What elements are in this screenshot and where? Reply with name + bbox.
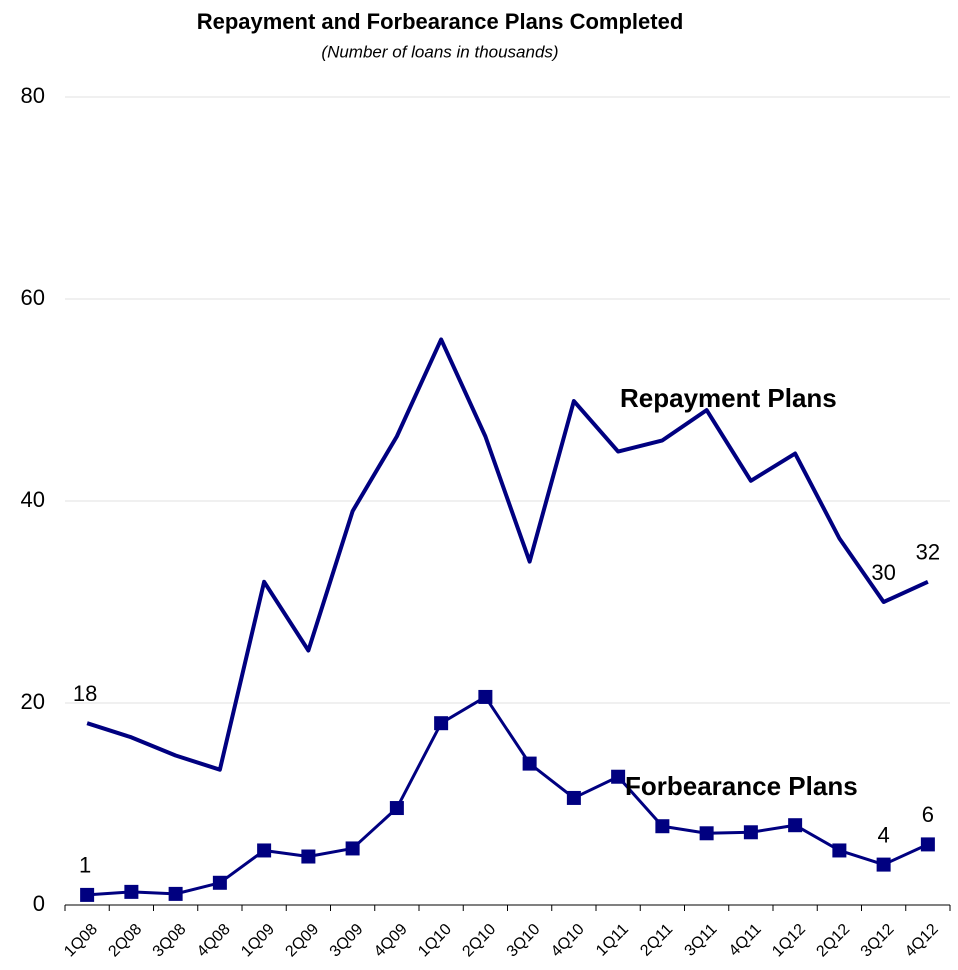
- marker: [478, 689, 493, 704]
- series-line: [87, 695, 929, 897]
- x-tick-label: 1Q12: [769, 921, 809, 961]
- marker: [257, 843, 272, 858]
- chart-subtitle: (Number of loans in thousands): [321, 42, 558, 61]
- y-tick-label: 40: [21, 487, 45, 512]
- data-label: 1: [79, 853, 91, 878]
- x-tick-label: 3Q10: [504, 921, 544, 961]
- x-tick-label: 3Q12: [858, 921, 898, 961]
- x-tick-label: 1Q11: [593, 921, 632, 960]
- x-tick-label: 2Q12: [813, 921, 853, 961]
- series-label: Repayment Plans: [620, 383, 837, 413]
- marker: [124, 884, 139, 899]
- y-tick-label: 0: [33, 891, 45, 916]
- marker: [699, 826, 714, 841]
- x-tick-label: 1Q08: [61, 921, 101, 961]
- series-line: [86, 337, 929, 772]
- marker: [301, 849, 316, 864]
- marker: [212, 875, 227, 890]
- x-tick-label: 2Q11: [637, 921, 676, 960]
- marker: [655, 819, 670, 834]
- marker: [611, 769, 626, 784]
- x-tick-label: 4Q10: [548, 921, 588, 961]
- x-tick-label: 4Q11: [726, 921, 765, 960]
- y-tick-label: 60: [21, 285, 45, 310]
- x-tick-label: 2Q09: [282, 921, 322, 961]
- x-tick-label: 4Q08: [194, 921, 234, 961]
- x-tick-label: 2Q10: [459, 921, 499, 961]
- x-tick-label: 3Q11: [682, 921, 721, 960]
- data-label: 32: [916, 540, 940, 565]
- y-tick-label: 80: [21, 83, 45, 108]
- marker: [522, 756, 537, 771]
- marker: [876, 857, 891, 872]
- series-label: Forbearance Plans: [625, 771, 858, 801]
- data-label: 30: [871, 560, 895, 585]
- x-tick-label: 4Q09: [371, 921, 411, 961]
- marker: [389, 801, 404, 816]
- data-label: 18: [73, 681, 97, 706]
- marker: [345, 841, 360, 856]
- data-label: 4: [878, 822, 890, 847]
- chart-title: Repayment and Forbearance Plans Complete…: [197, 9, 684, 34]
- data-label: 6: [922, 802, 934, 827]
- marker: [743, 825, 758, 840]
- x-tick-label: 1Q09: [238, 921, 278, 961]
- x-tick-label: 1Q10: [415, 921, 455, 961]
- marker: [920, 837, 935, 852]
- marker: [168, 886, 183, 901]
- marker: [832, 843, 847, 858]
- y-tick-label: 20: [21, 689, 45, 714]
- marker: [80, 887, 95, 902]
- marker: [788, 818, 803, 833]
- marker: [434, 716, 449, 731]
- marker: [566, 790, 581, 805]
- x-tick-label: 3Q08: [150, 921, 190, 961]
- x-tick-label: 2Q08: [105, 921, 145, 961]
- x-tick-label: 3Q09: [327, 921, 367, 961]
- x-tick-label: 4Q12: [902, 921, 942, 961]
